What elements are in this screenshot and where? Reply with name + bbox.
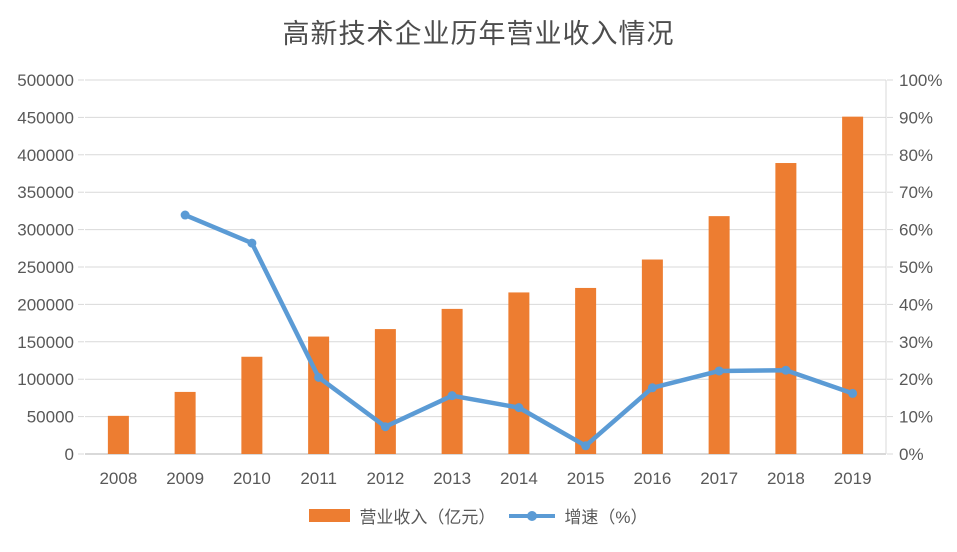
growth-point-2018 [781,365,791,375]
x-axis-label-2014: 2014 [500,469,538,488]
y-axis-left-label: 450000 [17,108,74,127]
growth-point-2017 [714,366,724,376]
growth-point-2015 [581,441,591,451]
x-axis-label-2017: 2017 [700,469,738,488]
y-axis-left-label: 200000 [17,295,74,314]
y-axis-right-label: 70% [899,183,933,202]
revenue-bar-2014 [508,292,530,454]
revenue-bar-swatch-icon [309,509,351,522]
y-axis-right-label: 30% [899,333,933,352]
revenue-bar-2016 [641,259,663,454]
y-axis-left-label: 50000 [27,408,74,427]
y-axis-right-label: 60% [899,221,933,240]
y-axis-right-label: 40% [899,295,933,314]
x-axis-label-2011: 2011 [300,469,337,488]
x-axis-label-2008: 2008 [99,469,137,488]
revenue-bar-2009 [174,391,196,454]
y-axis-left-label: 400000 [17,146,74,165]
y-axis-right-label: 90% [899,108,933,127]
y-axis-left-label: 150000 [17,333,74,352]
y-axis-right-label: 100% [899,71,942,90]
legend-item-growth: 增速（%） [509,503,648,528]
growth-point-2012 [380,422,390,432]
growth-point-2009 [180,210,190,220]
growth-point-2013 [447,391,457,401]
y-axis-left-label: 250000 [17,258,74,277]
revenue-bar-2010 [241,356,263,454]
revenue-bar-2008 [107,415,129,454]
revenue-bar-2011 [308,336,330,454]
x-axis-label-2019: 2019 [834,469,872,488]
revenue-bar-2015 [575,287,597,454]
x-axis-label-2010: 2010 [233,469,271,488]
growth-point-2019 [848,388,858,398]
y-axis-right-label: 20% [899,370,933,389]
y-axis-right-label: 10% [899,408,933,427]
x-axis-label-2012: 2012 [366,469,404,488]
legend-growth-label: 增速（%） [564,508,648,527]
revenue-bar-2017 [708,216,730,454]
y-axis-right-label: 0% [899,445,924,464]
x-axis-label-2015: 2015 [567,469,605,488]
growth-point-2011 [314,372,324,382]
x-axis-label-2018: 2018 [767,469,805,488]
y-axis-left-label: 500000 [17,71,74,90]
y-axis-right-label: 50% [899,258,933,277]
growth-point-2014 [514,403,524,413]
revenue-bar-2019 [842,116,864,454]
y-axis-left-label: 350000 [17,183,74,202]
x-axis-label-2009: 2009 [166,469,204,488]
revenue-bar-2018 [775,163,797,454]
chart-title: 高新技术企业历年营业收入情况 [282,19,675,49]
growth-line-swatch-icon [509,510,556,522]
y-axis-left-label: 0 [65,445,74,464]
legend-item-revenue: 营业收入（亿元） [309,503,495,528]
x-axis-label-2016: 2016 [633,469,671,488]
chart-legend: 营业收入（亿元） 增速（%） [0,503,957,528]
revenue-bar-2013 [441,308,463,454]
x-axis-label-2013: 2013 [433,469,471,488]
y-axis-left-label: 100000 [17,370,74,389]
legend-revenue-label: 营业收入（亿元） [359,508,496,527]
revenue-bar-2012 [374,329,396,454]
growth-point-2016 [647,383,657,393]
growth-point-2010 [247,238,257,248]
y-axis-right-label: 80% [899,146,933,165]
y-axis-left-label: 300000 [17,221,74,240]
